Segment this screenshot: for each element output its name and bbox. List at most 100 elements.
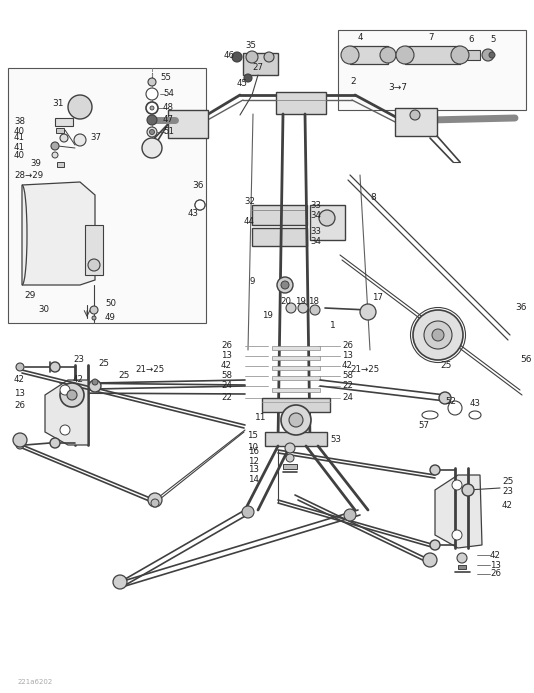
Text: 42: 42 — [73, 376, 84, 385]
Circle shape — [452, 480, 462, 490]
Bar — [272, 388, 320, 392]
Text: 12: 12 — [248, 457, 259, 466]
Text: 27: 27 — [252, 64, 263, 73]
Text: 35: 35 — [245, 40, 256, 49]
Text: 24: 24 — [342, 394, 353, 403]
Text: 58: 58 — [221, 371, 232, 380]
Circle shape — [68, 95, 92, 119]
Circle shape — [451, 46, 469, 64]
Circle shape — [147, 127, 157, 137]
Circle shape — [60, 134, 68, 142]
Circle shape — [150, 130, 154, 134]
Text: 25: 25 — [98, 358, 109, 367]
Circle shape — [232, 52, 242, 62]
Bar — [283, 464, 297, 469]
Text: 13: 13 — [342, 351, 353, 360]
Text: 52: 52 — [445, 396, 456, 405]
Text: 40: 40 — [14, 150, 25, 159]
Circle shape — [413, 310, 463, 360]
Text: 36: 36 — [192, 180, 203, 189]
Text: 6: 6 — [468, 35, 474, 44]
Text: 22: 22 — [221, 394, 232, 403]
Bar — [276, 92, 326, 114]
Bar — [56, 128, 64, 133]
Text: 23: 23 — [502, 487, 513, 496]
Circle shape — [448, 401, 462, 415]
Text: 8: 8 — [370, 193, 376, 202]
Text: 36: 36 — [515, 304, 527, 313]
Polygon shape — [45, 380, 88, 445]
Circle shape — [60, 385, 70, 395]
Bar — [252, 205, 307, 225]
Text: 30: 30 — [38, 306, 49, 315]
Text: 16: 16 — [248, 448, 259, 457]
Text: 47: 47 — [163, 116, 174, 125]
Text: 46: 46 — [224, 51, 235, 60]
Text: 26: 26 — [221, 342, 232, 351]
Text: 26: 26 — [14, 401, 25, 410]
Text: 21→25: 21→25 — [350, 365, 379, 374]
Text: 41: 41 — [14, 143, 25, 152]
Circle shape — [432, 329, 444, 341]
Circle shape — [146, 102, 158, 114]
Bar — [57, 162, 64, 167]
Circle shape — [430, 465, 440, 475]
Text: 39: 39 — [30, 159, 41, 168]
Text: 33: 33 — [310, 227, 321, 236]
Text: 3→7: 3→7 — [388, 83, 407, 92]
Circle shape — [286, 303, 296, 313]
Circle shape — [452, 530, 462, 540]
Text: 25: 25 — [440, 360, 451, 369]
Text: 33: 33 — [310, 200, 321, 209]
Circle shape — [88, 259, 100, 271]
Bar — [310, 205, 345, 240]
Circle shape — [244, 74, 252, 82]
Circle shape — [50, 362, 60, 372]
Circle shape — [16, 441, 24, 449]
Text: 26: 26 — [342, 342, 353, 351]
Text: 42: 42 — [342, 362, 353, 371]
Text: 34: 34 — [310, 211, 321, 220]
Text: 19: 19 — [295, 297, 306, 306]
Circle shape — [298, 303, 308, 313]
Bar — [85, 225, 103, 275]
Text: 13: 13 — [221, 351, 232, 360]
Text: 24: 24 — [221, 382, 232, 390]
Circle shape — [286, 454, 294, 462]
Text: 54: 54 — [163, 89, 174, 98]
Text: 43: 43 — [470, 398, 481, 407]
Text: 34: 34 — [310, 238, 321, 247]
Circle shape — [396, 46, 414, 64]
Bar — [243, 53, 278, 75]
Text: 32: 32 — [244, 198, 255, 207]
Bar — [350, 46, 388, 64]
Text: 56: 56 — [520, 356, 531, 365]
Circle shape — [89, 380, 101, 392]
Text: 22: 22 — [342, 382, 353, 390]
Circle shape — [150, 106, 154, 110]
Bar — [168, 110, 208, 138]
Circle shape — [410, 110, 420, 120]
Text: 31: 31 — [52, 100, 64, 109]
Polygon shape — [22, 182, 95, 285]
Text: 9: 9 — [250, 277, 255, 286]
Text: 44: 44 — [244, 218, 255, 227]
Circle shape — [430, 540, 440, 550]
Circle shape — [148, 78, 156, 86]
Bar — [272, 376, 320, 380]
Text: 13: 13 — [248, 466, 259, 475]
Bar — [55, 118, 73, 126]
Circle shape — [151, 499, 159, 507]
Text: 42: 42 — [221, 362, 232, 371]
Text: 14: 14 — [248, 475, 259, 484]
Text: 50: 50 — [105, 299, 116, 308]
Circle shape — [60, 425, 70, 435]
Circle shape — [462, 484, 474, 496]
Text: 42: 42 — [502, 500, 513, 509]
Text: 42: 42 — [14, 376, 25, 385]
Bar — [458, 565, 466, 569]
Text: 7: 7 — [428, 33, 434, 42]
Circle shape — [341, 46, 359, 64]
Circle shape — [16, 363, 24, 371]
Text: 48: 48 — [163, 103, 174, 112]
